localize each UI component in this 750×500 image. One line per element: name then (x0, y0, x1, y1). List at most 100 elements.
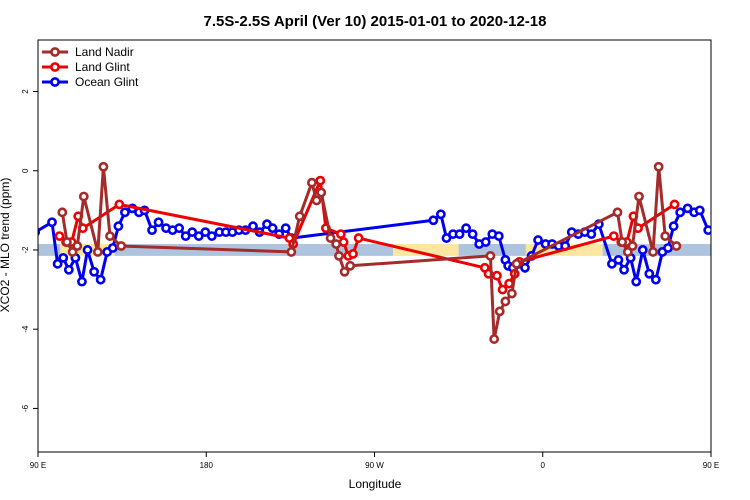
data-point-land-nadir (311, 195, 322, 206)
x-tick-label: 90 E (30, 461, 46, 470)
data-point-ocean-glint (493, 231, 504, 241)
data-point-ocean-glint (682, 203, 693, 214)
data-point-ocean-glint (480, 237, 491, 247)
data-point-ocean-glint (200, 227, 211, 238)
data-point-ocean-glint (586, 229, 597, 240)
data-point-ocean-glint (206, 231, 217, 241)
data-point-land-nadir (660, 231, 671, 241)
data-point-land-nadir (92, 247, 103, 257)
data-point-ocean-glint (113, 221, 124, 232)
data-point-land-nadir (334, 251, 344, 261)
data-point-ocean-glint (280, 223, 291, 234)
y-tick-label: -2 (21, 246, 30, 254)
data-point-land-nadir (98, 161, 109, 172)
data-point-ocean-glint (703, 225, 711, 236)
data-point-land-nadir (622, 247, 633, 257)
data-point-land-nadir (345, 260, 356, 271)
data-point-ocean-glint (52, 258, 63, 269)
data-point-land-nadir (325, 233, 336, 243)
data-point-ocean-glint (675, 207, 686, 218)
data-point-land-nadir (617, 237, 628, 247)
data-point-ocean-glint (82, 245, 93, 255)
data-point-ocean-glint (77, 276, 87, 287)
data-point-ocean-glint (668, 221, 679, 232)
data-point-land-nadir (331, 239, 342, 249)
data-point-land-glint (669, 199, 680, 210)
data-point-land-nadir (286, 247, 297, 257)
data-point-ocean-glint (187, 227, 198, 238)
data-point-ocean-glint (174, 223, 185, 234)
x-tick-label: 180 (200, 461, 214, 470)
data-point-land-nadir (316, 187, 327, 198)
data-point-ocean-glint (428, 215, 439, 226)
x-tick-label: 90 W (365, 461, 384, 470)
data-point-land-nadir (627, 241, 638, 251)
data-point-ocean-glint (153, 217, 164, 228)
data-point-land-nadir (485, 251, 496, 261)
data-point-ocean-glint (533, 235, 543, 245)
legend-marker-ocean-glint (50, 77, 60, 87)
data-point-land-nadir (671, 241, 682, 251)
data-point-ocean-glint (461, 223, 472, 234)
data-point-ocean-glint (631, 276, 642, 287)
data-point-ocean-glint (89, 266, 99, 277)
data-point-ocean-glint (613, 254, 624, 265)
y-axis-label: XCO2 - MLO trend (ppm) (0, 178, 12, 313)
data-point-ocean-glint (607, 258, 617, 269)
data-point-ocean-glint (441, 233, 452, 243)
data-point-land-nadir (57, 207, 68, 218)
legend-label-land-nadir: Land Nadir (75, 45, 134, 59)
data-point-land-nadir (507, 288, 517, 299)
data-point-ocean-glint (47, 217, 57, 228)
data-point-land-glint (608, 231, 619, 241)
data-point-land-nadir (634, 191, 644, 202)
data-point-land-nadir (294, 211, 305, 222)
data-point-land-glint (54, 231, 65, 241)
legend-label-ocean-glint: Ocean Glint (75, 75, 139, 89)
data-point-land-nadir (500, 296, 511, 307)
data-point-ocean-glint (454, 229, 465, 240)
data-point-ocean-glint (95, 274, 106, 285)
data-point-ocean-glint (193, 231, 204, 241)
y-tick-label: 0 (21, 168, 30, 173)
data-point-ocean-glint (619, 264, 629, 275)
data-point-land-nadir (62, 237, 72, 247)
data-point-ocean-glint (147, 225, 157, 236)
data-point-ocean-glint (248, 221, 258, 232)
data-point-ocean-glint (58, 252, 69, 263)
data-point-ocean-glint (650, 274, 661, 285)
legend-marker-land-glint (50, 62, 60, 72)
data-point-land-nadir (494, 306, 505, 317)
data-point-ocean-glint (663, 243, 673, 253)
band-segment-4 (458, 244, 526, 256)
data-point-land-glint (114, 199, 125, 210)
x-tick-label: 0 (541, 461, 546, 470)
data-point-land-nadir (489, 334, 500, 344)
band-segment-0 (38, 244, 61, 256)
data-point-land-nadir (339, 266, 350, 277)
data-point-ocean-glint (63, 264, 74, 275)
data-point-ocean-glint (467, 229, 478, 240)
series-group (38, 161, 711, 344)
data-point-land-glint (353, 233, 364, 243)
data-point-land-glint (497, 284, 508, 295)
data-point-ocean-glint (180, 231, 191, 241)
data-point-land-nadir (105, 231, 115, 241)
data-point-land-nadir (72, 241, 83, 251)
y-tick-label: 2 (21, 89, 30, 94)
data-point-ocean-glint (435, 209, 446, 220)
data-point-land-nadir (648, 247, 658, 257)
chart-title: 7.5S-2.5S April (Ver 10) 2015-01-01 to 2… (204, 13, 547, 30)
data-point-land-nadir (612, 207, 623, 218)
series-layer (38, 161, 711, 344)
data-point-land-glint (335, 229, 346, 240)
data-point-land-nadir (67, 247, 78, 257)
x-tick-label: 90 E (703, 461, 719, 470)
data-point-ocean-glint (637, 245, 648, 255)
axes: 90 E 180 90 W 0 90 E 2 0 -2 -4 -6 (21, 89, 719, 470)
x-axis-label: Longitude (349, 477, 402, 491)
data-point-land-glint (492, 270, 502, 281)
data-point-land-glint (348, 249, 358, 259)
data-point-land-nadir (78, 191, 89, 202)
